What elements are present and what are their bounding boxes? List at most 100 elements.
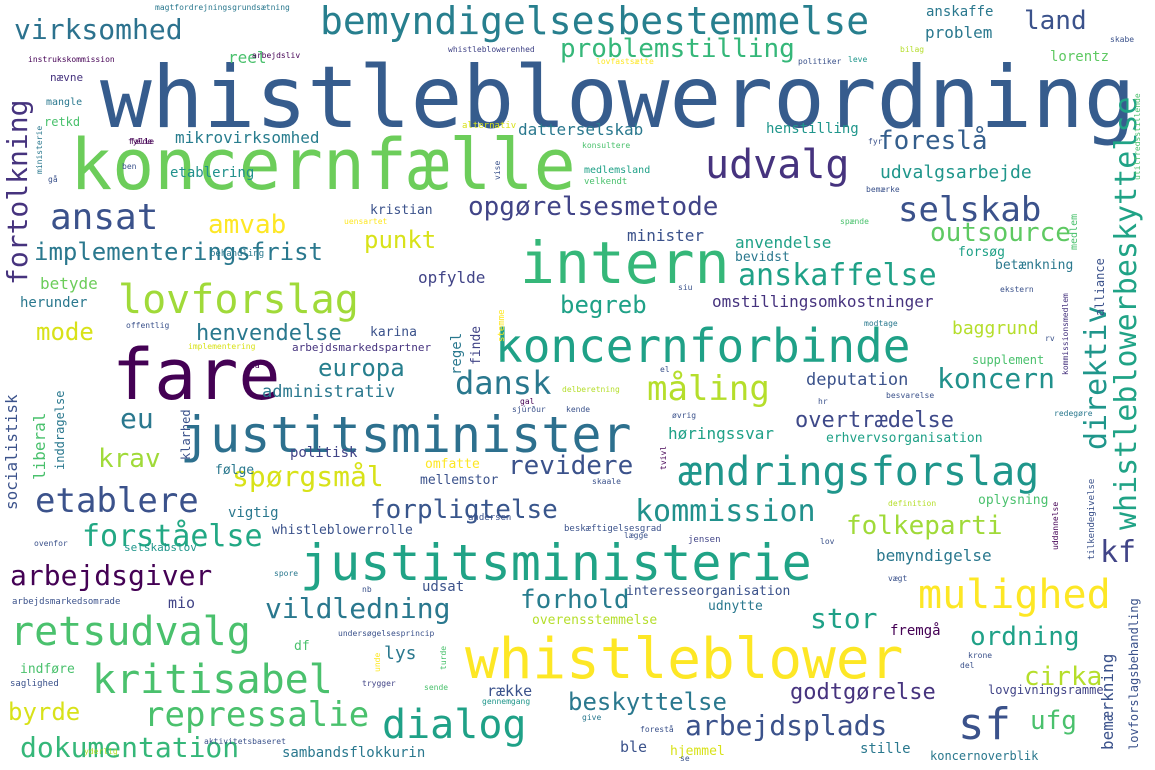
word-yderlig: yderlig: [84, 747, 118, 756]
word-punkt: punkt: [364, 226, 437, 254]
word-omfatte: omfatte: [425, 457, 480, 472]
word-implementering: implementering: [188, 342, 256, 351]
word-arbejdsplads: arbejdsplads: [685, 709, 888, 742]
word-intern: intern: [520, 229, 730, 297]
word-cirka: cirka: [1024, 662, 1103, 692]
word-vigtig: vigtig: [228, 505, 279, 521]
word-oevrig: øvrig: [672, 411, 697, 420]
word-siu: siu: [678, 283, 693, 292]
word-velkendt: velkendt: [584, 177, 628, 187]
word-mangle: mangle: [46, 97, 83, 108]
word-ekstern: ekstern: [1000, 285, 1034, 294]
word-fylde: fylde: [128, 137, 153, 146]
word-lys: lys: [384, 643, 417, 664]
word-modtage: modtage: [864, 319, 898, 328]
word-magtfordrejningsgrundsaetning: magtfordrejningsgrundsætning: [155, 3, 290, 12]
word-sende: sende: [424, 683, 449, 692]
word-forhold: forhold: [520, 585, 630, 615]
word-overensstemmelse: overensstemmelse: [532, 613, 658, 628]
word-sf: sf: [958, 699, 1011, 750]
word-hjemmel: hjemmel: [670, 744, 725, 759]
word-skaale: skaale: [592, 477, 621, 486]
word-medlem: medlem: [1069, 213, 1080, 250]
word-henvendelse: henvendelse: [196, 321, 342, 346]
word-kristian: kristian: [370, 203, 433, 218]
word-df: df: [294, 639, 310, 654]
word-behandling: behandling: [210, 249, 265, 259]
word-minister: minister: [627, 226, 705, 245]
word-dialog: dialog: [382, 702, 527, 748]
word-arbejdsmarkedsomraade: arbejdsmarkedsomrade: [12, 597, 121, 607]
word-koncernfaelle: koncernfælle: [70, 124, 576, 206]
word-lovfastsaette: lovfastsætte: [596, 57, 654, 66]
word-forstaaelse: forståelse: [82, 519, 263, 554]
word-offentlig: offentlig: [126, 321, 170, 330]
word-finde: finde: [469, 325, 484, 365]
word-fremgaa: fremgå: [890, 623, 941, 639]
word-lorentz: lorentz: [1050, 49, 1110, 65]
word-tvivl: tvivl: [659, 445, 668, 470]
word-selskabslov: selskabslov: [124, 541, 197, 554]
word-godtgoerelse: godtgørelse: [790, 680, 936, 705]
word-betyde: betyde: [40, 274, 98, 293]
word-vaegt: vægt: [888, 574, 908, 583]
word-byrde: byrde: [8, 698, 81, 726]
word-omstillingsomkostninger: omstillingsomkostninger: [712, 292, 934, 311]
word-medlemsland: medlemsland: [584, 165, 651, 176]
word-hoeringssvar: høringssvar: [668, 424, 774, 443]
word-udvalg: udvalg: [705, 142, 850, 188]
word-fyr: fyr: [868, 137, 883, 146]
word-bevidst: bevidst: [735, 250, 790, 265]
word-alliance: alliance: [1093, 258, 1107, 316]
word-henstilling: henstilling: [766, 121, 859, 137]
word-hr: hr: [818, 397, 828, 406]
word-bemaerkning: bemærkning: [1098, 653, 1117, 750]
word-udsat: udsat: [422, 579, 465, 595]
word-leve: leve: [848, 55, 868, 64]
word-opfylde: opfylde: [418, 268, 486, 287]
word-vise: vise: [493, 160, 502, 180]
word-mode: mode: [36, 318, 94, 346]
word-direktiv: direktiv: [1079, 305, 1114, 451]
word-del: del: [960, 661, 975, 670]
word-karina: karina: [370, 325, 417, 340]
word-problem: problem: [925, 23, 993, 42]
word-besvarelse: besvarelse: [886, 391, 935, 400]
word-retsudvalg: retsudvalg: [10, 609, 251, 655]
word-dansk: dansk: [455, 364, 552, 402]
word-maaling: måling: [647, 369, 770, 409]
word-fortolkning: fortolkning: [1, 99, 34, 285]
word-folkeparti: folkeparti: [846, 511, 1003, 541]
word-anskaffe: anskaffe: [926, 4, 994, 20]
word-aktivitetsbaseret: aktivitetsbaseret: [204, 737, 286, 746]
word-faelle: fælle: [130, 137, 155, 146]
word-undersoegelsesprincip: undersøgelsesprincip: [338, 629, 435, 638]
word-saglighed: saglighed: [10, 679, 59, 689]
word-skabe: skabe: [1110, 35, 1135, 44]
word-udvalgsarbejde: udvalgsarbejde: [880, 162, 1032, 183]
word-arbejdsmarkedspartner: arbejdsmarkedspartner: [292, 341, 432, 354]
word-beskyttelse: beskyttelse: [568, 688, 727, 716]
word-krone: krone: [968, 651, 993, 660]
word-overtraedelse: overtrædelse: [795, 408, 954, 433]
word-bemaerke: bemærke: [866, 185, 900, 194]
word-betaenkning: betænkning: [995, 258, 1074, 273]
word-revidere: revidere: [508, 451, 634, 481]
word-indfoere: indføre: [20, 662, 75, 677]
word-koncernforbinde: koncernforbinde: [495, 319, 911, 373]
word-lovgivningsramme: lovgivningsramme: [988, 683, 1104, 697]
word-krav: krav: [98, 444, 161, 474]
word-definition: definition: [888, 499, 937, 508]
word-gennemgang: gennemgang: [482, 697, 531, 706]
word-justitsministerie: justitsministerie: [300, 534, 812, 592]
word-instrukskommission: instrukskommission: [28, 55, 115, 64]
word-klarhed: klarhed: [179, 409, 193, 460]
word-retkd: retkd: [44, 115, 81, 129]
word-sjurdur: sjúrður: [512, 405, 546, 414]
word-mio: mio: [168, 594, 196, 612]
word-trygger: trygger: [362, 679, 396, 688]
word-erhvervsorganisation: erhvervsorganisation: [826, 431, 983, 446]
word-outsource: outsource: [930, 218, 1071, 248]
word-whistleblowerenhed: whistleblowerenhed: [448, 45, 535, 54]
word-ansat: ansat: [50, 197, 159, 238]
